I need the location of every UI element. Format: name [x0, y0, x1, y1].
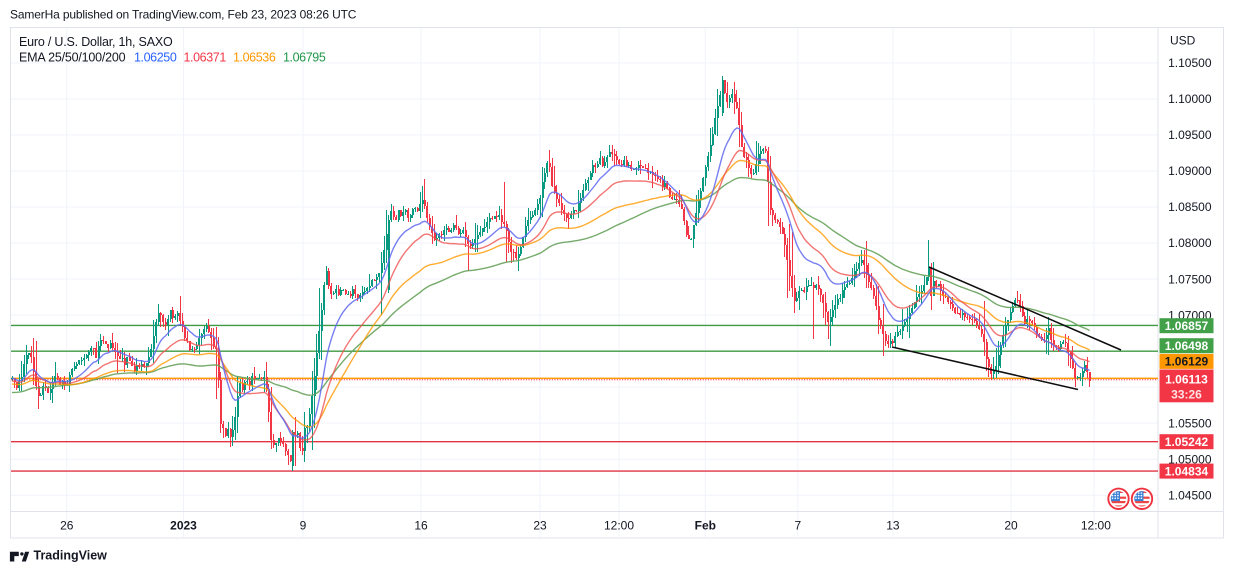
- svg-text:Feb: Feb: [695, 519, 716, 533]
- svg-text:1.09500: 1.09500: [1168, 128, 1212, 142]
- svg-text:EMA 25/50/100/200: EMA 25/50/100/200: [19, 51, 126, 65]
- svg-text:1.07500: 1.07500: [1168, 272, 1212, 286]
- svg-text:1.05500: 1.05500: [1168, 416, 1212, 430]
- svg-text:12:00: 12:00: [604, 519, 634, 533]
- svg-text:1.06857: 1.06857: [1165, 319, 1209, 333]
- svg-text:1.05000: 1.05000: [1168, 452, 1212, 466]
- svg-text:13: 13: [886, 519, 900, 533]
- svg-text:23: 23: [533, 519, 547, 533]
- svg-text:20: 20: [1004, 519, 1018, 533]
- svg-text:26: 26: [60, 519, 74, 533]
- svg-text:2023: 2023: [170, 519, 197, 533]
- svg-text:1.06129: 1.06129: [1165, 355, 1209, 369]
- svg-text:SamerHa published on TradingVi: SamerHa published on TradingView.com, Fe…: [10, 8, 357, 22]
- svg-text:1.06536: 1.06536: [233, 51, 276, 65]
- svg-text:1.06113: 1.06113: [1165, 373, 1208, 387]
- svg-text:7: 7: [794, 519, 801, 533]
- svg-text:Euro / U.S. Dollar, 1h, SAXO: Euro / U.S. Dollar, 1h, SAXO: [19, 35, 173, 49]
- svg-text:12:00: 12:00: [1081, 519, 1111, 533]
- svg-text:1.04834: 1.04834: [1165, 464, 1209, 478]
- svg-text:1.10500: 1.10500: [1168, 56, 1212, 70]
- svg-text:1.04500: 1.04500: [1168, 488, 1212, 502]
- svg-text:1.06795: 1.06795: [283, 51, 326, 65]
- svg-text:USD: USD: [1170, 34, 1196, 48]
- svg-text:1.10000: 1.10000: [1168, 92, 1212, 106]
- svg-text:1.05242: 1.05242: [1165, 435, 1209, 449]
- svg-text:1.09000: 1.09000: [1168, 164, 1212, 178]
- svg-text:1.06371: 1.06371: [184, 51, 227, 65]
- svg-text:1.08000: 1.08000: [1168, 236, 1212, 250]
- svg-text:1.08500: 1.08500: [1168, 200, 1212, 214]
- svg-text:TradingView: TradingView: [34, 549, 108, 563]
- svg-text:33:26: 33:26: [1171, 388, 1202, 402]
- svg-text:1.06250: 1.06250: [134, 51, 177, 65]
- svg-text:9: 9: [300, 519, 307, 533]
- svg-text:1.06498: 1.06498: [1165, 339, 1209, 353]
- svg-text:16: 16: [414, 519, 428, 533]
